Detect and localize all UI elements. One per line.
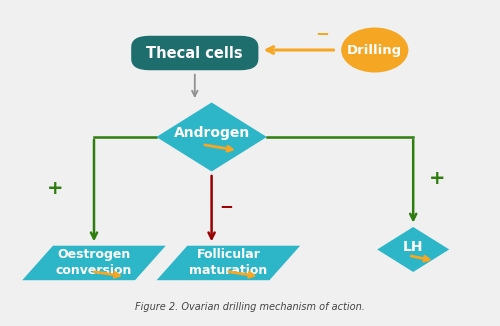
Text: Thecal cells: Thecal cells: [146, 46, 243, 61]
Text: LH: LH: [403, 240, 423, 254]
Polygon shape: [377, 227, 449, 272]
Text: Oestrogen
conversion: Oestrogen conversion: [56, 248, 132, 277]
Text: Figure 2. Ovarian drilling mechanism of action.: Figure 2. Ovarian drilling mechanism of …: [135, 303, 365, 312]
Text: −: −: [316, 24, 330, 42]
Polygon shape: [156, 246, 300, 280]
Text: −: −: [219, 197, 233, 215]
Polygon shape: [156, 102, 267, 171]
Text: Androgen: Androgen: [174, 126, 250, 140]
Text: +: +: [48, 179, 64, 198]
FancyBboxPatch shape: [131, 36, 258, 70]
Polygon shape: [22, 246, 166, 280]
Text: Follicular
maturation: Follicular maturation: [190, 248, 268, 277]
Text: +: +: [429, 170, 446, 188]
Ellipse shape: [341, 27, 408, 72]
Text: Drilling: Drilling: [347, 43, 403, 56]
